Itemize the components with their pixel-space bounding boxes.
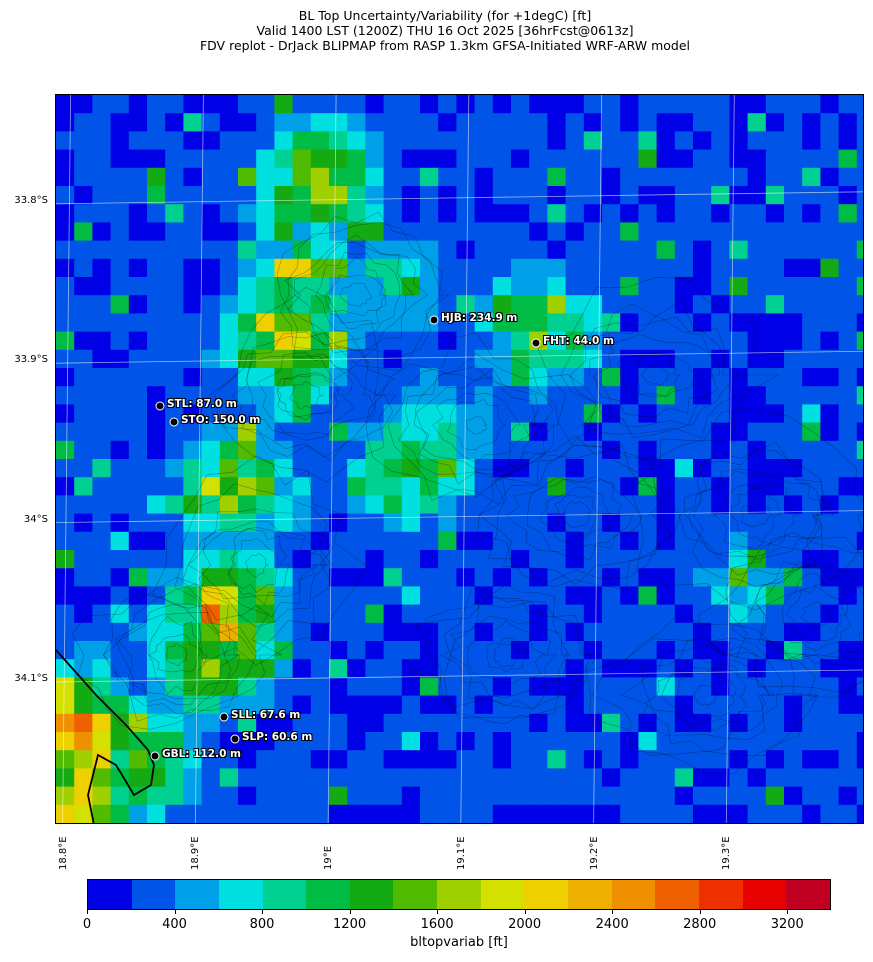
latitude-label: 34.1°S — [14, 672, 48, 684]
colorbar-tick-label: 800 — [249, 917, 275, 932]
station-dot-icon — [169, 417, 179, 427]
field-grid — [56, 95, 863, 823]
latitude-label: 33.9°S — [14, 354, 48, 366]
colorbar-swatch — [568, 880, 612, 909]
colorbar-tickmark — [787, 910, 789, 914]
colorbar-swatch — [131, 880, 176, 909]
station-label: STL: 87.0 m — [167, 398, 237, 410]
longitude-label: 18.9°E — [190, 836, 202, 870]
station-label: HJB: 234.9 m — [441, 312, 518, 324]
colorbar-tick-label: 1600 — [420, 917, 454, 932]
colorbar-tick-label: 400 — [162, 917, 187, 932]
station-label: SLP: 60.6 m — [242, 731, 313, 743]
colorbar-tickmark — [437, 910, 439, 914]
colorbar-label: bltopvariab [ft] — [410, 935, 508, 950]
colorbar-swatch — [437, 880, 481, 909]
longitude-label: 19°E — [323, 845, 335, 870]
colorbar-swatch — [524, 880, 569, 909]
title-line-1: BL Top Uncertainty/Variability (for +1de… — [298, 8, 592, 23]
station-label: STO: 150.0 m — [181, 414, 261, 426]
station-label: GBL: 112.0 m — [162, 748, 241, 760]
longitude-label: 19.2°E — [588, 836, 600, 870]
colorbar-swatch — [786, 880, 830, 909]
colorbar-tickmark — [262, 910, 264, 914]
colorbar-tick-label: 2400 — [595, 917, 629, 932]
title-line-2: Valid 1400 LST (1200Z) THU 16 Oct 2025 [… — [256, 23, 634, 38]
graticule — [56, 95, 863, 823]
station-dot-icon — [219, 712, 229, 722]
coastline — [56, 649, 155, 823]
title-line-3: FDV replot - DrJack BLIPMAP from RASP 1.… — [199, 38, 691, 53]
map-canvas[interactable] — [56, 95, 864, 824]
colorbar-swatch — [88, 880, 132, 909]
colorbar-swatch — [262, 880, 307, 909]
map-panel[interactable] — [55, 94, 864, 824]
longitude-label: 19.1°E — [455, 836, 467, 870]
colorbar-swatch — [349, 880, 394, 909]
colorbar-swatch — [655, 880, 699, 909]
colorbar-tick-label: 2800 — [683, 917, 717, 932]
station-label: SLL: 67.6 m — [231, 709, 301, 721]
colorbar-tickmark — [174, 910, 176, 914]
station-dot-icon — [150, 751, 160, 761]
colorbar-swatch — [480, 880, 525, 909]
station-dot-icon — [230, 734, 240, 744]
colorbar-tick-label: 3200 — [770, 917, 804, 932]
colorbar-swatch — [611, 880, 656, 909]
station-label: FHT: 44.0 m — [543, 335, 614, 347]
colorbar-tick-label: 0 — [82, 917, 92, 932]
colorbar-swatch — [175, 880, 219, 909]
colorbar-tickmark — [612, 910, 614, 914]
colorbar-tick-label: 1200 — [333, 917, 367, 932]
colorbar-swatch — [698, 880, 743, 909]
colorbar-swatch — [306, 880, 350, 909]
terrain-contours — [71, 211, 863, 775]
colorbar-tickmark — [349, 910, 351, 914]
colorbar-tickmark — [87, 910, 88, 914]
colorbar-swatch — [742, 880, 787, 909]
station-dot-icon — [155, 401, 165, 411]
longitude-label: 18.8°E — [57, 836, 69, 870]
colorbar-swatch — [218, 880, 263, 909]
colorbar-swatch — [393, 880, 438, 909]
latitude-label: 33.8°S — [14, 194, 48, 206]
colorbar — [87, 879, 831, 910]
station-dot-icon — [531, 338, 541, 348]
colorbar-tickmark — [524, 910, 526, 914]
latitude-label: 34°S — [23, 513, 48, 525]
chart-title: BL Top Uncertainty/Variability (for +1de… — [0, 8, 873, 53]
station-dot-icon — [429, 315, 439, 325]
colorbar-tick-label: 2000 — [508, 917, 542, 932]
longitude-label: 19.3°E — [721, 836, 733, 870]
colorbar-tickmark — [699, 910, 701, 914]
